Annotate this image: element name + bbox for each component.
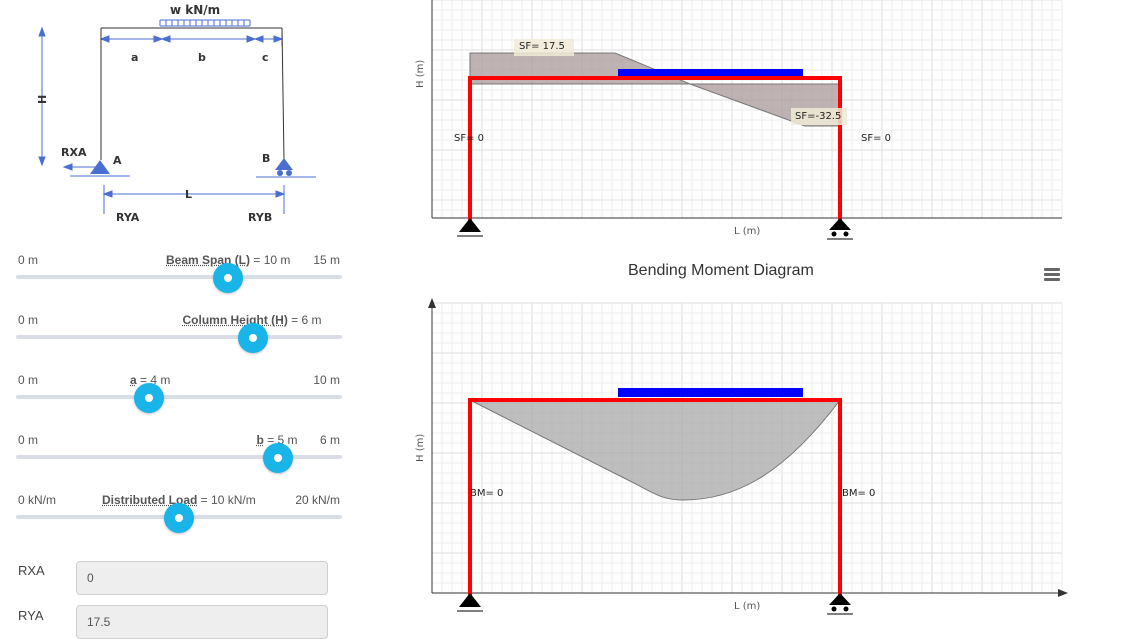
sf-max-label-bg xyxy=(514,39,574,56)
slider-row-1: 0 m Column Height (H) = 6 m xyxy=(16,313,342,373)
frame-outline xyxy=(100,27,285,161)
rya-result-field[interactable]: 17.5 xyxy=(76,605,328,639)
moment-y-axis-arrow xyxy=(428,298,436,308)
frame-schematic: w kN/m a b c H A B R xyxy=(36,3,316,224)
rya-result-label: RYA xyxy=(18,608,44,623)
shear-frame xyxy=(468,76,842,225)
slider-track[interactable] xyxy=(16,395,342,399)
slider-min-label: 0 m xyxy=(18,433,39,447)
seg-c-label: c xyxy=(262,51,269,64)
distributed-load-symbol xyxy=(159,19,251,27)
moment-load-bar xyxy=(618,388,803,397)
rxa-label: RXA xyxy=(61,146,87,159)
moment-support-roller xyxy=(827,593,853,615)
support-b-label: B xyxy=(262,152,270,165)
slider-knob[interactable] xyxy=(213,263,244,293)
support-a-label: A xyxy=(113,154,122,167)
moment-frame xyxy=(468,398,842,600)
support-b-symbol xyxy=(256,158,316,178)
shear-y-label: H (m) xyxy=(415,60,426,88)
moment-x-axis-arrow xyxy=(1058,589,1068,597)
shear-chart-grid xyxy=(431,0,1063,218)
span-dimension-lines xyxy=(99,32,284,46)
slider-knob[interactable] xyxy=(134,383,165,413)
rxa-result-field[interactable]: 0 xyxy=(76,561,328,595)
slider-knob[interactable] xyxy=(164,503,194,533)
slider-knob[interactable] xyxy=(262,443,293,473)
rxa-result-label: RXA xyxy=(18,563,45,578)
sf-left-label: SF= 0 xyxy=(454,133,484,144)
rya-label: RYA xyxy=(116,211,140,224)
slider-max-label: 20 kN/m xyxy=(295,493,340,507)
bm-left-label: BM= 0 xyxy=(470,488,503,499)
sf-max-label: SF= 17.5 xyxy=(519,41,565,52)
bending-moment-chart: BM= 0 BM= 0 L (m) H (m) xyxy=(415,298,1068,615)
slider-name: Column Height (H) xyxy=(182,313,288,327)
slider-value-text: = 10 m xyxy=(250,253,291,267)
slider-max-label: 6 m xyxy=(319,433,340,447)
shear-support-pin xyxy=(457,218,483,237)
shear-load-bar xyxy=(618,69,803,78)
seg-b-label: b xyxy=(198,51,206,64)
slider-max-label: 10 m xyxy=(313,373,340,387)
slider-value-text: = 10 kN/m xyxy=(197,493,256,507)
slider-value-label: Column Height (H) = 6 m xyxy=(183,313,322,327)
slider-max-label: 15 m xyxy=(313,253,340,267)
slider-min-label: 0 kN/m xyxy=(18,493,57,507)
slider-value-text: = 6 m xyxy=(287,313,322,327)
moment-support-pin xyxy=(457,593,483,612)
height-dimension xyxy=(38,26,46,167)
slider-name: Beam Span (L) xyxy=(166,253,251,267)
chart-menu-icon[interactable] xyxy=(1044,268,1060,282)
moment-chart-grid xyxy=(431,302,1063,594)
sf-min-label-bg xyxy=(791,108,847,125)
moment-y-label: H (m) xyxy=(415,434,426,462)
slider-row-4: 0 kN/m 20 kN/m Distributed Load = 10 kN/m xyxy=(16,493,342,553)
span-l-dimension xyxy=(102,185,286,214)
slider-min-label: 0 m xyxy=(18,313,39,327)
slider-track[interactable] xyxy=(16,335,342,339)
slider-track[interactable] xyxy=(16,275,342,279)
bm-right-label: BM= 0 xyxy=(842,488,875,499)
moment-x-label: L (m) xyxy=(734,601,760,612)
slider-row-0: 0 m 15 m Beam Span (L) = 10 m xyxy=(16,253,342,313)
ryb-label: RYB xyxy=(248,211,272,224)
slider-track[interactable] xyxy=(16,455,342,459)
support-a-symbol xyxy=(70,160,130,177)
moment-chart-title: Bending Moment Diagram xyxy=(628,262,814,279)
rxa-arrow xyxy=(62,163,96,171)
shear-support-roller xyxy=(827,218,853,240)
moment-diagram-area xyxy=(469,399,842,501)
span-l-label: L xyxy=(185,188,192,201)
slider-name: a xyxy=(130,373,137,387)
shear-force-chart: SF= 17.5 SF=-32.5 SF= 0 SF= 0 L (m) H (m… xyxy=(415,0,1063,240)
slider-min-label: 0 m xyxy=(18,373,39,387)
slider-min-label: 0 m xyxy=(18,253,39,267)
seg-a-label: a xyxy=(131,51,138,64)
slider-knob[interactable] xyxy=(238,323,268,353)
slider-name: b xyxy=(256,433,264,447)
sf-right-label: SF= 0 xyxy=(861,133,891,144)
sf-min-label: SF=-32.5 xyxy=(795,111,841,122)
load-label: w kN/m xyxy=(170,3,220,17)
height-label: H xyxy=(36,95,49,104)
shear-x-label: L (m) xyxy=(734,226,760,237)
